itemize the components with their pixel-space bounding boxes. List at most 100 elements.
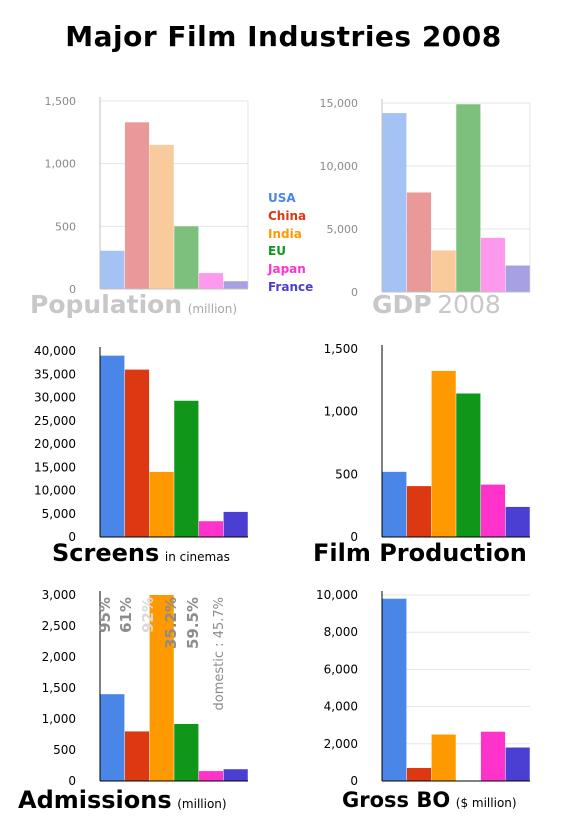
population-bar-japan [198, 273, 224, 289]
screens-caption-unit: in cinemas [164, 550, 230, 564]
admissions-ytick-label: 0 [68, 774, 76, 788]
gdp-ytick-label: 0 [351, 286, 358, 299]
production-ytick-label: 0 [350, 530, 358, 544]
gdp-caption-main: GDP [372, 290, 432, 319]
admissions-bar-france [223, 769, 248, 781]
gross-ytick-label: 8,000 [324, 625, 358, 639]
page-title: Major Film Industries 2008 [65, 20, 502, 53]
screens-ytick-label: 20,000 [34, 437, 76, 451]
gdp-ytick-label: 10,000 [320, 160, 359, 173]
production-ytick-label: 500 [335, 467, 358, 481]
screens-ytick-label: 5,000 [42, 507, 76, 521]
production-ytick-label: 1,500 [324, 342, 358, 356]
admissions-caption-unit: (million) [177, 797, 227, 811]
legend-item-usa: USA [268, 191, 296, 205]
population-bar-france [223, 281, 248, 289]
population-bar-india [149, 144, 174, 289]
gdp-bar-eu [456, 104, 481, 292]
admissions-bar-india [149, 595, 174, 781]
legend-item-china: China [268, 208, 307, 223]
screens-ytick-label: 35,000 [34, 367, 76, 381]
screens-ytick-label: 10,000 [34, 484, 76, 498]
production-bar-usa [382, 471, 407, 537]
gross-caption: Gross BO ($ million) [342, 788, 517, 812]
screens-bar-china [124, 369, 150, 537]
screens-bar-france [223, 511, 248, 537]
production-caption: Film Production [313, 539, 527, 567]
production-ytick-label: 1,000 [324, 405, 358, 419]
gross-bar-japan [480, 731, 506, 781]
legend-item-india: India [268, 226, 302, 241]
admissions-chart: 0 500 1,000 1,500 2,000 2,500 3,000 95% 61% 92% 35… [42, 588, 248, 788]
admissions-caption: Admissions (million) [18, 786, 227, 814]
screens-ytick-label: 30,000 [34, 391, 76, 405]
gdp-caption-year: 2008 [437, 290, 501, 319]
screens-caption-main: Screens [52, 539, 160, 567]
gross-bar-france [505, 747, 530, 781]
admissions-annotation: 61% [117, 597, 135, 633]
population-ytick-label: 1,000 [45, 158, 77, 171]
population-bar-eu [174, 226, 199, 289]
production-bar-china [406, 486, 432, 537]
gdp-bar-france [505, 265, 530, 292]
screens-ytick-label: 40,000 [34, 344, 76, 358]
admissions-ytick-label: 2,000 [42, 650, 76, 664]
legend-item-japan: Japan [268, 262, 306, 277]
population-bar-usa [100, 250, 125, 289]
gdp-ytick-label: 5,000 [327, 223, 359, 236]
population-chart: 0 500 1,000 1,500 [45, 95, 249, 296]
admissions-caption-main: Admissions [18, 786, 172, 814]
screens-bar-india [149, 471, 174, 537]
legend: USA China India EU Japan France [268, 190, 313, 297]
screens-caption: Screens in cinemas [52, 539, 230, 567]
admissions-ytick-label: 500 [53, 743, 76, 757]
gross-ytick-label: 4,000 [324, 700, 358, 714]
gross-ytick-label: 2,000 [324, 737, 358, 751]
admissions-ytick-label: 3,000 [42, 588, 76, 602]
legend-item-eu: EU [268, 244, 286, 259]
admissions-annotation: 92% [139, 597, 157, 633]
production-bar-eu [456, 393, 481, 537]
screens-bar-eu [174, 400, 199, 537]
gdp-bar-china [406, 192, 432, 292]
admissions-bar-china [124, 731, 150, 781]
production-bar-france [505, 506, 530, 537]
gross-ytick-label: 6,000 [324, 662, 358, 676]
population-caption-unit: (million) [187, 302, 238, 316]
admissions-ytick-label: 1,500 [42, 681, 76, 695]
gdp-bar-usa [382, 113, 407, 292]
gross-ytick-label: 10,000 [316, 588, 358, 602]
admissions-annotation: 59.5% [184, 597, 202, 649]
population-caption: Population (million) [30, 290, 237, 319]
gdp-chart: 0 5,000 10,000 15,000 [320, 97, 531, 299]
admissions-bar-eu [174, 723, 199, 781]
production-caption-main: Film Production [313, 539, 527, 567]
gross-caption-main: Gross BO [342, 788, 451, 812]
gross-bar-china [406, 767, 432, 781]
population-ytick-label: 1,500 [45, 95, 77, 108]
population-bar-china [124, 122, 150, 289]
admissions-annotation: 95% [96, 597, 114, 633]
gdp-caption: GDP 2008 [372, 290, 501, 319]
gdp-bar-india [431, 250, 456, 292]
admissions-ytick-label: 1,000 [42, 712, 76, 726]
population-ytick-label: 500 [55, 220, 76, 233]
screens-bar-usa [100, 355, 125, 537]
admissions-ytick-label: 2,500 [42, 619, 76, 633]
production-bar-japan [480, 484, 506, 537]
admissions-bar-japan [198, 771, 224, 781]
gross-ytick-label: 0 [350, 774, 358, 788]
screens-ytick-label: 0 [68, 530, 76, 544]
population-ytick-label: 0 [69, 283, 76, 296]
legend-item-france: France [268, 279, 314, 294]
gdp-ytick-label: 15,000 [320, 97, 359, 110]
production-bar-india [431, 370, 456, 537]
screens-chart: 0 5,000 10,000 15,000 20,000 25,000 30,000 35,0… [34, 344, 248, 544]
production-chart: 0 500 1,000 1,500 [324, 342, 530, 544]
screens-ytick-label: 25,000 [34, 414, 76, 428]
population-caption-main: Population [30, 290, 183, 319]
gross-chart: 0 2,000 4,000 6,000 8,000 10,000 [316, 588, 530, 788]
screens-ytick-label: 15,000 [34, 460, 76, 474]
admissions-annotation: 35.2% [162, 597, 180, 649]
